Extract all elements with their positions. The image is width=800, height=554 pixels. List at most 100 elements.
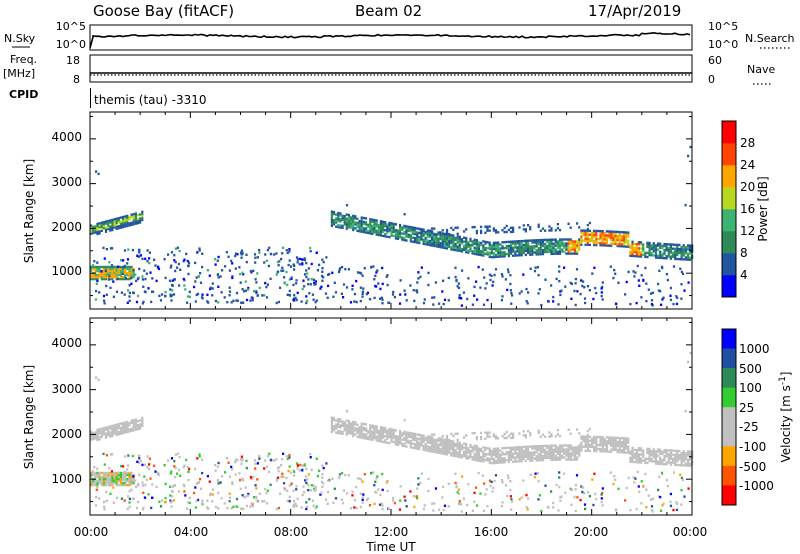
velocity-cell [435,445,438,448]
velocity-cell [338,473,342,476]
power-cell [463,236,466,239]
velocity-cell [439,439,442,443]
velocity-cell [527,453,530,456]
velocity-cell [337,429,340,433]
velocity-cell [167,459,170,462]
power-cell [678,257,681,261]
power-cell [409,226,412,229]
freq-strip-frame [89,54,693,83]
velocity-cell [452,434,455,438]
power-cell [490,243,493,247]
velocity-cell [414,438,417,442]
velocity-cell [420,434,423,437]
power-cell [524,243,527,247]
velocity-cell [332,427,336,430]
velocity-cell [134,420,137,423]
power-cell [96,273,99,277]
power-cell [107,227,110,231]
velocity-cell [480,435,483,439]
velocity-cell [358,434,361,437]
velocity-cell [663,456,666,460]
velocity-cell [391,499,395,502]
velocity-cell [371,438,374,441]
power-cell [689,258,692,261]
power-colorbar-segment [722,143,736,166]
velocity-cell [443,446,446,450]
velocity-cell [642,455,645,458]
power-cell [684,256,687,259]
power-cell [629,250,632,253]
power-cell [422,228,425,231]
power-cell [447,299,450,302]
velocity-cell [556,446,559,449]
power-cell [480,225,483,229]
velocity-cell [240,462,243,465]
power-cell [689,244,692,247]
velocity-cell [488,449,491,452]
velocity-cell [590,439,594,443]
velocity-cell [301,464,304,467]
velocity-cell [324,498,328,501]
power-cell [537,223,540,226]
power-cell [490,245,493,249]
velocity-cell [481,474,484,477]
velocity-cell [601,440,604,443]
velocity-cell [603,442,606,445]
velocity-cell [601,442,604,445]
power-cell [467,251,470,254]
velocity-cell [497,451,500,454]
velocity-cell [305,501,308,504]
velocity-cell [674,449,677,452]
power-cell [321,258,324,261]
power-cell [427,271,430,275]
power-cell [634,271,637,274]
velocity-cell [134,424,137,427]
power-cell [497,253,500,256]
vel-cbar-tick-25: 25 [739,401,754,415]
power-cbar-tick-28: 28 [740,136,755,150]
power-cell [567,246,570,249]
power-cell [128,299,131,302]
power-cell [307,278,310,281]
velocity-cell [631,454,634,458]
velocity-cell [388,431,391,435]
power-cell [680,297,683,300]
velocity-cell [304,479,307,482]
velocity-cell [157,473,161,477]
power-cell [680,270,683,274]
velocity-cell [569,432,572,435]
velocity-cell [350,422,353,425]
velocity-cell [424,439,427,442]
power-cell [364,227,368,230]
velocity-cell [286,489,289,493]
power-cell [671,251,675,254]
velocity-cell [684,454,687,457]
velocity-cell [450,442,453,445]
velocity-cell [546,452,549,456]
power-cell [501,245,504,248]
velocity-cell [119,473,122,477]
velocity-cell [622,445,626,448]
power-cell [102,275,105,279]
velocity-cell [516,448,519,451]
power-cell [475,231,478,235]
power-cell [256,294,259,297]
power-cell [629,246,632,249]
velocity-cell [539,435,542,438]
power-cell [409,230,412,233]
velocity-cell [139,427,142,430]
velocity-cell [558,471,561,474]
velocity-cell [396,437,400,440]
power-cell [261,294,264,297]
velocity-cell [605,450,608,453]
power-cell [124,267,127,271]
power-cell [482,303,486,306]
velocity-cell [126,422,129,426]
power-cell [654,250,658,253]
velocity-cell [347,427,351,431]
velocity-cell [570,503,573,506]
power-cell [454,242,457,246]
power-cell [338,270,341,274]
velocity-cell [454,432,457,435]
power-cell [398,302,402,305]
